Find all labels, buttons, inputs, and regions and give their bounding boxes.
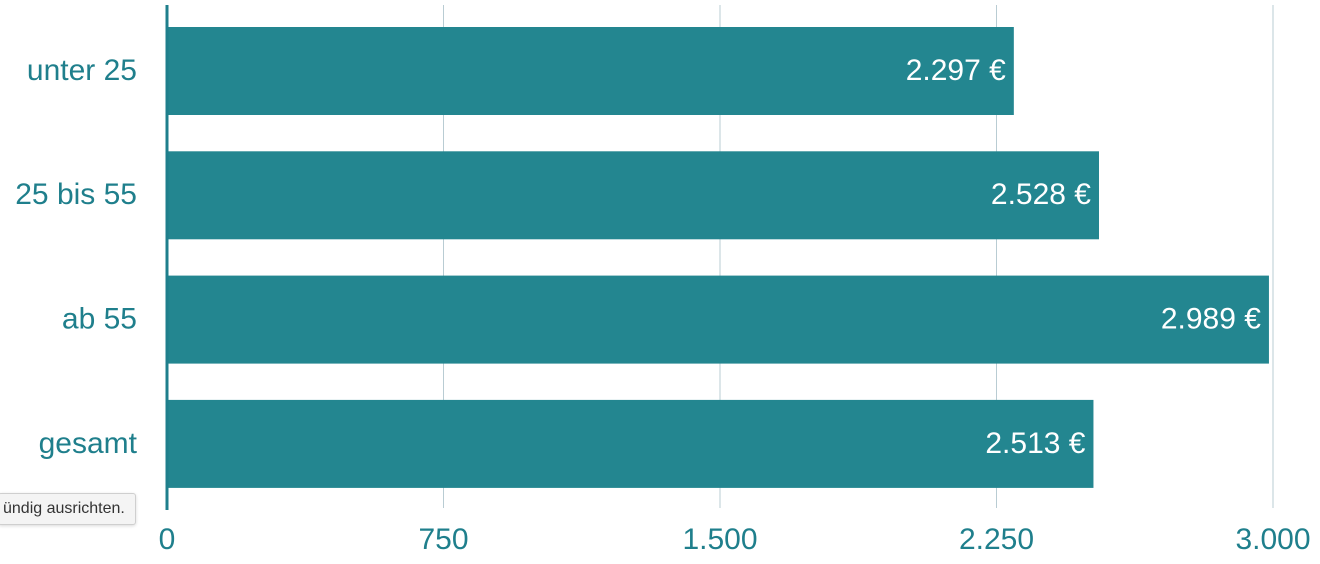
x-tick-label: 2.250 — [959, 523, 1034, 556]
x-tick-label: 3.000 — [1235, 523, 1310, 556]
y-tick-label: ab 55 — [62, 303, 137, 336]
value-label: 2.513 € — [985, 427, 1085, 460]
value-label: 2.528 € — [991, 178, 1091, 211]
bar — [167, 151, 1099, 240]
x-tick-label: 0 — [159, 523, 176, 556]
y-tick-label: 25 bis 55 — [15, 178, 137, 211]
y-tick-label: unter 25 — [27, 54, 137, 87]
value-label: 2.297 € — [906, 54, 1006, 87]
x-tick-label: 1.500 — [682, 523, 757, 556]
bar — [167, 399, 1094, 488]
value-label: 2.989 € — [1161, 303, 1261, 336]
y-tick-label: gesamt — [39, 427, 138, 460]
bar — [167, 27, 1014, 115]
bar — [167, 275, 1269, 364]
x-tick-label: 750 — [418, 523, 468, 556]
tooltip: ündig ausrichten. — [0, 493, 136, 525]
